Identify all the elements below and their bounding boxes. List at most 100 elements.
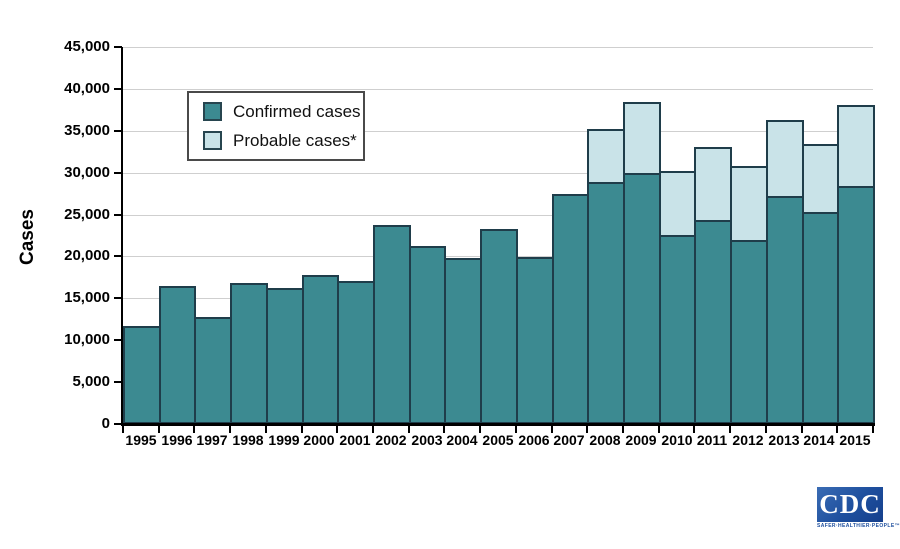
bar-confirmed-2010 xyxy=(659,235,696,424)
bar-confirmed-2011 xyxy=(694,220,732,424)
y-axis-tick xyxy=(114,297,122,299)
x-axis-tick xyxy=(551,426,553,433)
x-tick-label-1996: 1996 xyxy=(161,432,193,448)
bar-confirmed-1997 xyxy=(194,317,232,424)
x-tick-label-2002: 2002 xyxy=(375,432,407,448)
x-tick-label-1998: 1998 xyxy=(232,432,264,448)
x-axis-tick xyxy=(408,426,410,433)
bar-probable-2008 xyxy=(587,129,625,184)
x-tick-label-2013: 2013 xyxy=(768,432,800,448)
bar-confirmed-1995 xyxy=(123,326,161,424)
bar-probable-2011 xyxy=(694,147,732,222)
cdc-logo-text: CDC xyxy=(819,489,881,519)
bar-confirmed-2013 xyxy=(766,196,804,424)
gridline-45000 xyxy=(123,47,873,48)
x-tick-label-2012: 2012 xyxy=(732,432,764,448)
legend-label-confirmed: Confirmed cases xyxy=(233,101,361,121)
y-tick-label: 0 xyxy=(101,415,110,432)
x-tick-label-2000: 2000 xyxy=(303,432,335,448)
y-tick-label: 10,000 xyxy=(64,331,110,348)
bar-confirmed-2009 xyxy=(623,173,661,424)
bar-confirmed-1996 xyxy=(159,286,196,424)
bar-confirmed-2012 xyxy=(730,240,768,424)
bar-probable-2015 xyxy=(837,105,875,188)
cdc-logo-box: CDC xyxy=(817,487,883,522)
x-axis-tick xyxy=(801,426,803,433)
legend-item-confirmed: Confirmed cases xyxy=(203,102,363,122)
y-axis-tick xyxy=(114,46,122,48)
x-tick-label-2007: 2007 xyxy=(553,432,585,448)
x-axis-tick xyxy=(122,426,124,433)
x-axis-tick xyxy=(729,426,731,433)
x-tick-label-2004: 2004 xyxy=(446,432,478,448)
x-axis-line xyxy=(121,423,875,426)
y-tick-label: 30,000 xyxy=(64,164,110,181)
x-axis-tick xyxy=(158,426,160,433)
y-tick-label: 5,000 xyxy=(72,373,110,390)
y-axis-tick xyxy=(114,130,122,132)
y-tick-label: 40,000 xyxy=(64,80,110,97)
x-tick-label-2001: 2001 xyxy=(339,432,371,448)
x-tick-label-1997: 1997 xyxy=(196,432,228,448)
gridline-25000 xyxy=(123,215,873,216)
cdc-logo: CDC SAFER·HEALTHIER·PEOPLE™ xyxy=(817,487,900,529)
bar-confirmed-2000 xyxy=(302,275,339,424)
x-tick-label-2011: 2011 xyxy=(696,432,728,448)
x-axis-tick xyxy=(872,426,874,433)
bar-probable-2010 xyxy=(659,171,696,237)
bar-confirmed-2003 xyxy=(409,246,446,424)
x-axis-tick xyxy=(658,426,660,433)
bar-confirmed-2014 xyxy=(802,212,839,424)
x-tick-label-1995: 1995 xyxy=(125,432,157,448)
y-axis-tick xyxy=(114,172,122,174)
confirmed-swatch-icon xyxy=(203,102,222,121)
bar-probable-2013 xyxy=(766,120,804,198)
y-axis-tick xyxy=(114,339,122,341)
bar-confirmed-2004 xyxy=(444,258,482,424)
y-tick-label: 20,000 xyxy=(64,247,110,264)
bar-confirmed-2002 xyxy=(373,225,411,424)
legend-label-probable: Probable cases* xyxy=(233,130,357,150)
x-axis-tick xyxy=(336,426,338,433)
legend: Confirmed cases Probable cases* xyxy=(187,91,365,161)
x-axis-tick xyxy=(229,426,231,433)
x-axis-tick xyxy=(301,426,303,433)
y-axis-tick xyxy=(114,214,122,216)
bar-confirmed-2005 xyxy=(480,229,518,424)
y-tick-label: 15,000 xyxy=(64,289,110,306)
x-tick-label-2003: 2003 xyxy=(411,432,443,448)
bar-probable-2014 xyxy=(802,144,839,214)
y-tick-label: 35,000 xyxy=(64,122,110,139)
x-axis-tick xyxy=(265,426,267,433)
x-axis-tick xyxy=(693,426,695,433)
gridline-40000 xyxy=(123,89,873,90)
bar-confirmed-1998 xyxy=(230,283,268,424)
x-axis-tick xyxy=(765,426,767,433)
x-axis-tick xyxy=(622,426,624,433)
y-axis-tick xyxy=(114,255,122,257)
x-tick-label-2009: 2009 xyxy=(625,432,657,448)
y-tick-label: 45,000 xyxy=(64,38,110,55)
x-tick-label-1999: 1999 xyxy=(268,432,300,448)
x-axis-tick xyxy=(193,426,195,433)
bar-confirmed-2001 xyxy=(337,281,375,424)
x-tick-label-2006: 2006 xyxy=(518,432,550,448)
x-tick-label-2005: 2005 xyxy=(482,432,514,448)
gridline-35000 xyxy=(123,131,873,132)
x-axis-tick xyxy=(479,426,481,433)
y-axis-tick xyxy=(114,88,122,90)
x-axis-tick xyxy=(836,426,838,433)
x-axis-tick xyxy=(515,426,517,433)
legend-item-probable: Probable cases* xyxy=(203,131,363,151)
bar-confirmed-2007 xyxy=(552,194,589,424)
y-tick-label: 25,000 xyxy=(64,206,110,223)
bar-confirmed-2015 xyxy=(837,186,875,424)
bar-confirmed-2006 xyxy=(516,257,554,424)
cdc-logo-tagline: SAFER·HEALTHIER·PEOPLE™ xyxy=(817,523,900,529)
probable-swatch-icon xyxy=(203,131,222,150)
y-axis-line xyxy=(121,47,123,426)
x-tick-label-2014: 2014 xyxy=(803,432,835,448)
y-axis-tick xyxy=(114,423,122,425)
bar-confirmed-1999 xyxy=(266,288,304,424)
